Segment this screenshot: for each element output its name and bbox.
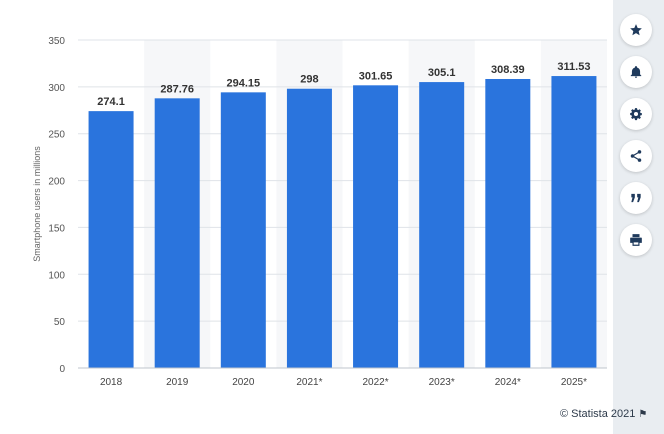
bar xyxy=(154,98,200,369)
print-icon xyxy=(630,234,642,246)
bar xyxy=(220,92,266,369)
bar xyxy=(88,111,134,368)
y-tick-label: 0 xyxy=(59,364,65,375)
y-tick-label: 100 xyxy=(48,270,65,281)
x-tick-label: 2024* xyxy=(495,377,521,388)
gear-icon xyxy=(630,108,642,121)
bar-value-label: 305.1 xyxy=(428,67,456,79)
y-tick-label: 300 xyxy=(48,83,65,94)
quote-icon xyxy=(631,193,641,203)
bar-chart: 0 50 100 150 200 250 300 350 Smartphone users in… xyxy=(32,36,607,388)
notification-button[interactable] xyxy=(620,56,652,88)
y-tick-label: 350 xyxy=(48,36,65,47)
x-tick-label: 2018 xyxy=(100,377,123,388)
x-tick-label: 2019 xyxy=(166,377,189,388)
cite-button[interactable] xyxy=(620,182,652,214)
share-icon xyxy=(630,150,642,162)
x-tick-label: 2021* xyxy=(296,377,322,388)
bar xyxy=(485,78,531,369)
bar-value-label: 274.1 xyxy=(97,96,125,108)
print-button[interactable] xyxy=(620,224,652,256)
y-tick-label: 200 xyxy=(48,177,65,188)
y-tick-label: 150 xyxy=(48,223,65,234)
statista-credit[interactable]: © Statista 2021 ⚑ xyxy=(560,408,647,420)
card-bottom xyxy=(0,430,613,434)
bar-value-label: 298 xyxy=(300,74,318,86)
bar xyxy=(551,76,597,369)
bell-icon xyxy=(630,66,642,78)
bar xyxy=(419,82,465,369)
x-tick-label: 2025* xyxy=(561,377,587,388)
favorite-button[interactable] xyxy=(620,14,652,46)
share-button[interactable] xyxy=(620,140,652,172)
y-tick-label: 50 xyxy=(54,317,66,328)
bar xyxy=(286,88,332,368)
bar-value-label: 287.76 xyxy=(160,83,194,95)
chart-toolbar xyxy=(620,14,654,266)
y-axis-label: Smartphone users in millions xyxy=(32,146,42,262)
bar xyxy=(353,85,399,369)
x-tick-label: 2020 xyxy=(232,377,255,388)
bar-value-label: 294.15 xyxy=(226,77,260,89)
bar-value-label: 308.39 xyxy=(491,64,525,76)
bar-value-label: 301.65 xyxy=(359,70,393,82)
credit-text: © Statista 2021 xyxy=(560,408,636,420)
x-tick-label: 2022* xyxy=(362,377,388,388)
settings-button[interactable] xyxy=(620,98,652,130)
x-tick-label: 2023* xyxy=(429,377,455,388)
flag-icon: ⚑ xyxy=(638,409,648,420)
bar-value-label: 311.53 xyxy=(557,61,590,73)
star-icon xyxy=(630,24,642,36)
chart-card: 0 50 100 150 200 250 300 350 Smartphone users in… xyxy=(0,0,647,434)
y-tick-label: 250 xyxy=(48,130,65,141)
